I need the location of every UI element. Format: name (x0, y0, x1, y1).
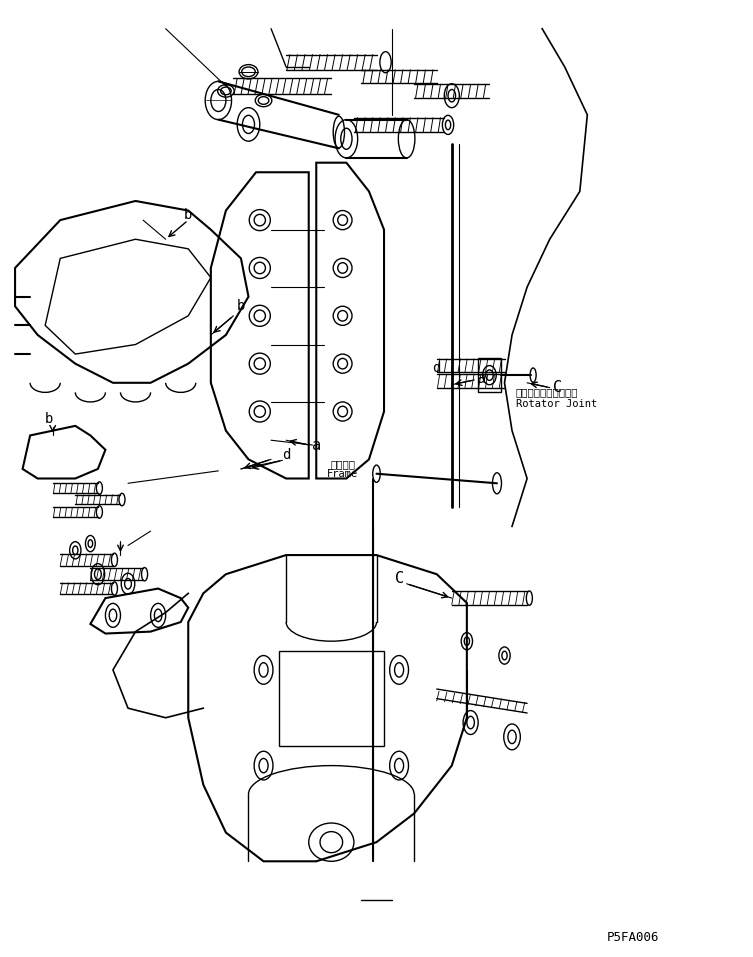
Text: d: d (282, 448, 291, 461)
FancyBboxPatch shape (279, 651, 384, 746)
Text: Frame: Frame (327, 469, 358, 478)
Text: Rotator Joint: Rotator Joint (516, 399, 597, 409)
Text: a: a (312, 437, 321, 453)
Text: a: a (477, 370, 486, 386)
Text: C: C (553, 380, 562, 395)
Text: P5FA006: P5FA006 (606, 931, 659, 945)
FancyBboxPatch shape (478, 358, 501, 392)
Text: b: b (45, 412, 53, 426)
Text: b: b (184, 209, 193, 222)
Text: d: d (432, 362, 441, 375)
Text: C: C (395, 571, 404, 587)
Text: b: b (236, 300, 245, 313)
Text: ローテータジョイント: ローテータジョイント (516, 388, 578, 397)
Text: フレーム: フレーム (330, 459, 355, 469)
